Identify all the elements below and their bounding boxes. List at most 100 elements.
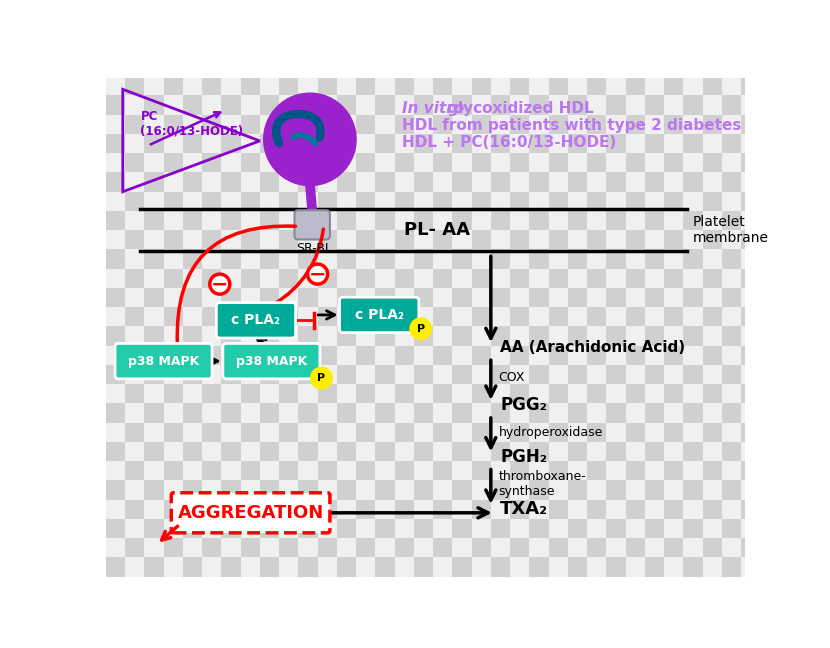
Bar (241, 172, 260, 192)
Bar (760, 211, 779, 230)
Bar (241, 76, 260, 95)
Bar (587, 288, 607, 307)
Bar (279, 153, 298, 172)
Bar (183, 384, 202, 404)
Bar (394, 211, 414, 230)
Bar (202, 172, 222, 192)
Bar (741, 519, 760, 538)
Bar (587, 269, 607, 288)
Bar (394, 480, 414, 500)
Bar (202, 115, 222, 134)
Bar (260, 172, 279, 192)
Bar (394, 249, 414, 269)
Bar (433, 211, 452, 230)
Bar (607, 230, 626, 249)
Bar (375, 422, 394, 442)
Bar (664, 172, 683, 192)
Bar (318, 230, 337, 249)
Bar (568, 480, 587, 500)
Text: AA (Arachidonic Acid): AA (Arachidonic Acid) (500, 340, 686, 354)
Bar (664, 461, 683, 480)
Bar (741, 95, 760, 115)
Bar (587, 192, 607, 211)
Bar (530, 134, 549, 153)
Bar (318, 346, 337, 365)
Bar (530, 57, 549, 76)
Bar (144, 538, 164, 557)
Bar (471, 404, 491, 422)
FancyBboxPatch shape (223, 343, 320, 379)
Bar (510, 519, 530, 538)
Bar (356, 365, 375, 384)
Bar (375, 249, 394, 269)
Text: HDL from patients with type 2 diabetes: HDL from patients with type 2 diabetes (403, 118, 742, 133)
Bar (433, 172, 452, 192)
Bar (164, 57, 183, 76)
Bar (568, 269, 587, 288)
FancyArrowPatch shape (177, 226, 295, 343)
Bar (106, 404, 125, 422)
Bar (144, 519, 164, 538)
Bar (568, 95, 587, 115)
Bar (337, 346, 356, 365)
Bar (144, 461, 164, 480)
Bar (298, 95, 318, 115)
Bar (510, 500, 530, 519)
Bar (471, 153, 491, 172)
Bar (164, 404, 183, 422)
Bar (241, 442, 260, 461)
Bar (183, 95, 202, 115)
Bar (144, 307, 164, 327)
Bar (607, 538, 626, 557)
Bar (645, 365, 664, 384)
Bar (645, 57, 664, 76)
Bar (260, 327, 279, 346)
Bar (683, 95, 702, 115)
Bar (510, 230, 530, 249)
Bar (722, 230, 741, 249)
Bar (279, 384, 298, 404)
Bar (491, 442, 510, 461)
Bar (683, 480, 702, 500)
Bar (741, 557, 760, 577)
Bar (202, 365, 222, 384)
Bar (626, 538, 645, 557)
Bar (491, 249, 510, 269)
Bar (279, 404, 298, 422)
Bar (202, 211, 222, 230)
Bar (722, 172, 741, 192)
Bar (144, 115, 164, 134)
Bar (568, 211, 587, 230)
Bar (587, 172, 607, 192)
Bar (568, 346, 587, 365)
Bar (144, 557, 164, 577)
Bar (318, 288, 337, 307)
Bar (530, 153, 549, 172)
Bar (683, 538, 702, 557)
Bar (318, 269, 337, 288)
Bar (626, 249, 645, 269)
Bar (471, 480, 491, 500)
Bar (549, 76, 568, 95)
Bar (626, 480, 645, 500)
Bar (549, 57, 568, 76)
Bar (607, 95, 626, 115)
Bar (491, 500, 510, 519)
Bar (241, 95, 260, 115)
Bar (241, 384, 260, 404)
Bar (626, 307, 645, 327)
Text: Platelet
membrane: Platelet membrane (692, 214, 769, 245)
Bar (702, 57, 722, 76)
Bar (741, 307, 760, 327)
Bar (144, 346, 164, 365)
Bar (106, 480, 125, 500)
Bar (702, 519, 722, 538)
Bar (144, 134, 164, 153)
Bar (106, 134, 125, 153)
Bar (664, 76, 683, 95)
Bar (164, 172, 183, 192)
Bar (683, 249, 702, 269)
Bar (164, 442, 183, 461)
Bar (414, 307, 433, 327)
Bar (125, 76, 144, 95)
